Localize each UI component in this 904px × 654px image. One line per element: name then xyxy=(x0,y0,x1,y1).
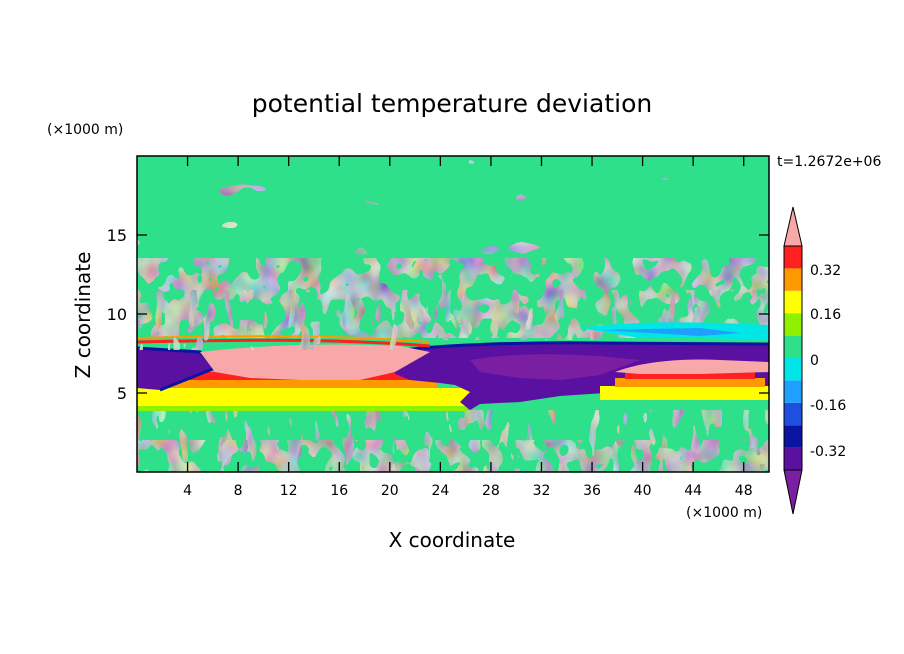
colorbar-tick-label: 0.16 xyxy=(810,307,841,323)
colorbar-segment xyxy=(784,425,802,448)
right-band-orange xyxy=(615,378,765,387)
x-axis-ticks: 4 8 12 16 20 24 28 32 36 40 44 48 xyxy=(183,156,753,499)
colorbar-segment xyxy=(784,313,802,336)
x-unit-label: (×1000 m) xyxy=(686,505,762,521)
colorbar-max-triangle xyxy=(783,206,803,247)
x-tick-label: 28 xyxy=(482,483,500,499)
y-tick-label: 15 xyxy=(107,226,127,245)
time-label: t=1.2672e+06 xyxy=(777,154,881,170)
right-band-yellow xyxy=(600,386,769,400)
x-tick-label: 4 xyxy=(183,483,192,499)
colorbar-segment xyxy=(784,290,802,314)
warm-pool-speckles xyxy=(137,330,437,350)
colorbar-segment xyxy=(784,447,802,470)
x-tick-label: 40 xyxy=(634,483,652,499)
colorbar-min-triangle xyxy=(783,469,803,515)
x-tick-label: 36 xyxy=(583,483,601,499)
colorbar-segment xyxy=(784,402,802,426)
cold-anomaly-core xyxy=(470,354,640,380)
x-tick-label: 24 xyxy=(431,483,449,499)
y-unit-label: (×1000 m) xyxy=(47,122,123,138)
warm-band-orange xyxy=(137,378,437,388)
x-tick-label: 16 xyxy=(330,483,348,499)
colorbar-segment xyxy=(784,246,802,269)
warm-band-yellow xyxy=(137,388,477,406)
x-tick-label: 12 xyxy=(280,483,298,499)
contour-field xyxy=(137,156,769,472)
colorbar-segment xyxy=(784,335,802,358)
x-axis-label: X coordinate xyxy=(389,528,516,552)
x-tick-label: 44 xyxy=(684,483,702,499)
chart-title: potential temperature deviation xyxy=(252,89,652,118)
x-tick-label: 20 xyxy=(381,483,399,499)
surface-edge-blue xyxy=(137,464,769,470)
colorbar-frame xyxy=(783,245,803,471)
colorbar-segment xyxy=(784,358,802,381)
warm-pool xyxy=(200,344,430,380)
y-axis-label: Z coordinate xyxy=(71,252,95,379)
y-tick-label: 10 xyxy=(107,305,127,324)
warm-band-light xyxy=(137,405,467,411)
upper-light-texture xyxy=(137,156,769,266)
colorbar-tick-label: -0.16 xyxy=(810,398,846,414)
colorbar-tick-label: -0.32 xyxy=(810,444,846,460)
colorbar-segment xyxy=(784,380,802,403)
cool-patch-blue xyxy=(600,328,740,336)
x-tick-label: 32 xyxy=(533,483,551,499)
colorbar-segment xyxy=(784,268,802,291)
y-axis-ticks: 5 10 15 xyxy=(107,226,769,403)
colorbar-tick-label: 0 xyxy=(810,353,819,369)
colorbar-tick-label: 0.32 xyxy=(810,263,841,279)
colorbar: 0.32 0.16 0 -0.16 -0.32 xyxy=(783,206,846,515)
left-cold-pool xyxy=(137,348,215,390)
x-tick-label: 48 xyxy=(735,483,753,499)
right-band-red xyxy=(625,372,755,379)
y-tick-label: 5 xyxy=(117,384,127,403)
x-tick-label: 8 xyxy=(234,483,243,499)
right-warm-pool xyxy=(615,359,769,374)
